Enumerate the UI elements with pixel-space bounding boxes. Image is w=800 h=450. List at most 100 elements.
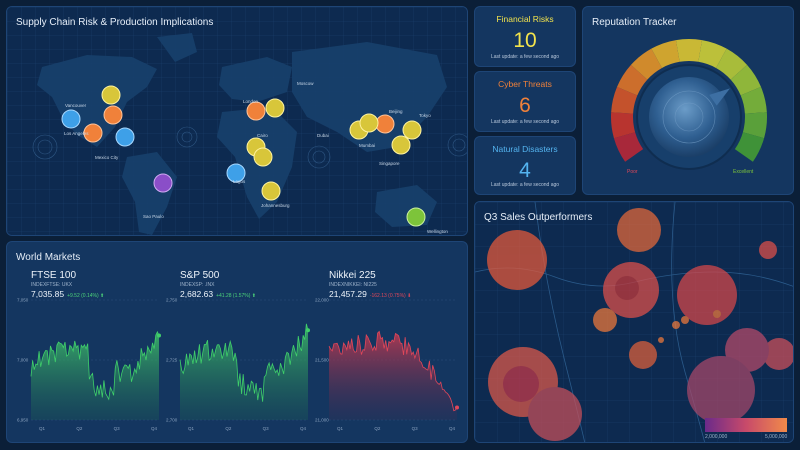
natural-disasters-card[interactable]: Natural Disasters 4 Last update: a few s…	[474, 136, 576, 195]
reputation-tracker-panel: Reputation Tracker Poor Excellent	[582, 6, 794, 195]
risk-marker-orange-1[interactable]	[83, 123, 103, 143]
market-name: S&P 500	[180, 270, 220, 281]
sparkline-area	[180, 323, 308, 420]
sales-bubble[interactable]	[528, 387, 582, 441]
x-tick-label: Q1	[39, 426, 46, 431]
sparkline-area	[329, 331, 457, 420]
sales-bubble[interactable]	[681, 316, 689, 324]
x-tick-label: Q1	[188, 426, 195, 431]
risk-marker-yellow-4[interactable]	[253, 147, 273, 167]
sales-bubble[interactable]	[687, 356, 755, 424]
sales-bubble[interactable]	[629, 341, 657, 369]
y-tick-label: 7,000	[17, 358, 29, 363]
city-label: Tokyo	[419, 113, 431, 118]
map-panel-title: Supply Chain Risk & Production Implicati…	[16, 17, 214, 28]
world-map[interactable]: Vancouver Los Angeles Mexico City Sao Pa…	[7, 7, 468, 236]
market-nikkei[interactable]: Nikkei 225 INDEXNIKKEI: NI225 21,457.29-…	[329, 270, 411, 299]
sparkline-line	[328, 330, 458, 412]
risk-marker-yellow-8[interactable]	[391, 135, 411, 155]
kpi-update: Last update: a few second ago	[490, 119, 560, 125]
risk-marker-blue-1[interactable]	[61, 109, 81, 129]
cyber-threats-card[interactable]: Cyber Threats 6 Last update: a few secon…	[474, 71, 576, 132]
risk-marker-yellow-2[interactable]	[265, 98, 285, 118]
sales-legend-max: 5,000,000	[765, 434, 787, 440]
city-label: Beijing	[389, 109, 403, 114]
city-label: Los Angeles	[64, 131, 89, 136]
gauge-arc	[611, 39, 767, 162]
sales-legend-bar	[705, 418, 787, 432]
kpi-title: Natural Disasters	[492, 144, 558, 154]
gauge-segment	[698, 40, 727, 68]
market-ftse[interactable]: FTSE 100 INDEXFTSE: UKX 7,035.85 +9.52 (0…	[31, 270, 104, 299]
risk-marker-purple-1[interactable]	[153, 173, 173, 193]
risk-marker-yellow-1[interactable]	[101, 85, 121, 105]
sales-bubble[interactable]	[593, 308, 617, 332]
sparkline-sp500[interactable]: 2,750 2,725 2,700 Q1 Q2 Q3 Q4	[166, 298, 310, 432]
risk-marker-orange-2[interactable]	[103, 105, 123, 125]
y-tick-label: 21,000	[315, 418, 329, 423]
kpi-value: 10	[513, 29, 537, 52]
x-tick-label: Q4	[300, 426, 307, 431]
radar-decoration	[32, 126, 467, 169]
gauge-segment	[617, 64, 648, 96]
gauge-low-label: Poor	[627, 169, 638, 175]
sales-bubble[interactable]	[658, 337, 664, 343]
sales-bubble[interactable]	[763, 338, 794, 370]
sales-bubble[interactable]	[615, 276, 639, 300]
y-tick-label: 2,700	[166, 418, 178, 423]
sales-bubble[interactable]	[672, 321, 680, 329]
gauge-needle	[709, 88, 730, 106]
risk-marker-blue-3[interactable]	[226, 163, 246, 183]
sparkline-line	[30, 330, 160, 401]
market-change: -162.13 (0.75%) ⬇	[369, 293, 412, 299]
kpi-update: Last update: a few second ago	[490, 54, 560, 60]
sparkline-end-dot	[455, 405, 459, 410]
world-markets-panel: World Markets FTSE 100 INDEXFTSE: UKX 7,…	[6, 241, 468, 443]
gauge-segment	[630, 48, 662, 80]
risk-marker-yellow-5[interactable]	[261, 181, 281, 201]
financial-risks-card[interactable]: Financial Risks 10 Last update: a few se…	[474, 6, 576, 67]
sparkline-area	[31, 331, 159, 420]
sales-bubble[interactable]	[503, 366, 539, 402]
y-tick-label: 2,725	[166, 358, 178, 363]
y-tick-label: 6,950	[17, 418, 29, 423]
risk-marker-blue-2[interactable]	[115, 127, 135, 147]
city-label: Dubai	[317, 133, 329, 138]
gauge-segment	[651, 40, 680, 68]
sales-bubble[interactable]	[677, 265, 737, 325]
sales-bubble[interactable]	[487, 230, 547, 290]
sparkline-nikkei[interactable]: 22,000 21,500 21,000 Q1 Q2 Q3 Q4	[315, 298, 459, 432]
city-label: Lagos	[233, 179, 246, 184]
risk-marker-orange-4[interactable]	[375, 114, 395, 134]
sales-map[interactable]: 2,000,000 5,000,000	[475, 202, 794, 443]
sparkline-line	[179, 323, 309, 402]
sparkline-ftse[interactable]: 7,050 7,000 6,950 Q1 Q2 Q3 Q4	[17, 298, 161, 432]
x-tick-label: Q2	[225, 426, 232, 431]
x-tick-label: Q2	[374, 426, 381, 431]
risk-marker-orange-3[interactable]	[246, 101, 266, 121]
gauge-segment	[613, 132, 644, 162]
market-name: FTSE 100	[31, 270, 77, 281]
risk-marker-yellow-7[interactable]	[359, 113, 379, 133]
x-tick-label: Q3	[114, 426, 121, 431]
risk-marker-green-1[interactable]	[406, 207, 426, 227]
reputation-panel-title: Reputation Tracker	[592, 17, 677, 28]
north-america-landmass	[37, 55, 157, 147]
city-label: London	[243, 99, 259, 104]
risk-marker-yellow-9[interactable]	[402, 120, 422, 140]
city-label: Sao Paulo	[143, 214, 164, 219]
x-tick-label: Q4	[449, 426, 456, 431]
market-price: 2,682.63	[180, 289, 214, 299]
market-sp500[interactable]: S&P 500 INDEXSP: .INX 2,682.63 +41.28 (1.…	[180, 270, 256, 299]
sales-bubble[interactable]	[759, 241, 777, 259]
europe-landmass	[219, 57, 292, 102]
city-label: Mumbai	[359, 143, 375, 148]
city-label: Johannesburg	[261, 203, 290, 208]
gauge-segment	[742, 112, 767, 139]
y-tick-label: 7,050	[17, 298, 29, 303]
sales-bubble[interactable]	[617, 208, 661, 252]
x-tick-label: Q3	[263, 426, 270, 431]
gauge-segment	[740, 86, 767, 114]
sales-bubble[interactable]	[713, 310, 721, 318]
market-change: +41.28 (1.57%) ⬆	[216, 293, 257, 299]
